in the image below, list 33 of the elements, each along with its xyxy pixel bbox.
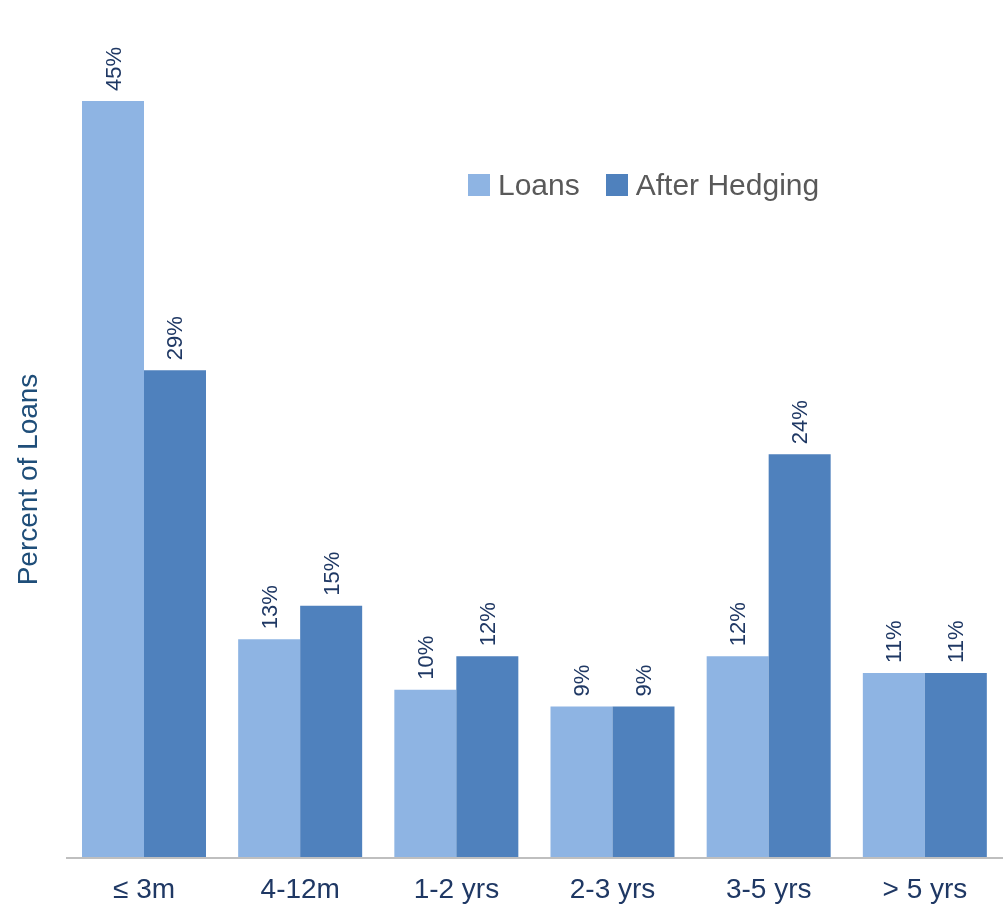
data-label: 24% [787, 400, 813, 445]
bar [394, 689, 457, 858]
bar [706, 656, 769, 858]
legend-label: Loans [498, 168, 580, 202]
data-label: 45% [100, 46, 126, 91]
data-label: 13% [256, 585, 282, 630]
data-label: 11% [943, 620, 969, 663]
data-label: 9% [569, 664, 594, 697]
x-tick-label: 2-3 yrs [569, 872, 656, 904]
bar [144, 370, 206, 858]
bar [924, 672, 987, 858]
bar [300, 605, 363, 858]
x-tick-label: ≤ 3m [113, 872, 176, 904]
x-tick-label: 4-12m [260, 872, 340, 904]
bar [862, 672, 925, 858]
bar [82, 101, 144, 858]
data-label: 12% [474, 602, 500, 647]
x-tick-label: > 5 yrs [882, 872, 968, 904]
data-label: 15% [318, 551, 344, 596]
bar [238, 639, 301, 858]
x-tick-label: 1-2 yrs [413, 872, 500, 904]
data-label: 9% [631, 664, 656, 697]
data-label: 11% [881, 620, 907, 663]
bar [768, 454, 831, 858]
data-label: 29% [162, 316, 188, 361]
y-axis-title: Percent of Loans [11, 373, 43, 586]
data-label: 12% [725, 602, 751, 647]
bar [550, 706, 613, 858]
bar [456, 656, 519, 858]
data-label: 10% [412, 635, 438, 680]
x-tick-label: 3-5 yrs [725, 872, 812, 904]
legend-label: After Hedging [635, 168, 820, 202]
bar [612, 706, 675, 858]
